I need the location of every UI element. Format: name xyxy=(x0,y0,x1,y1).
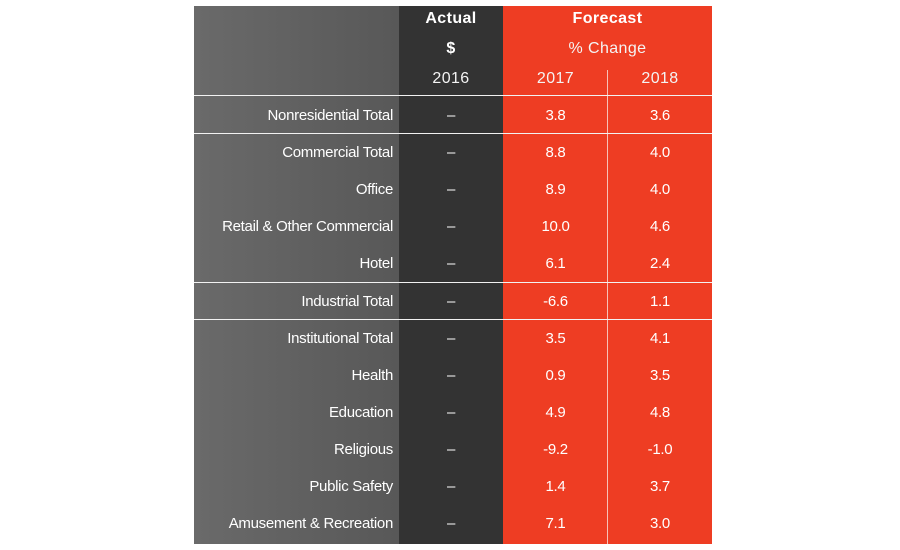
table-row: Office – 8.9 4.0 xyxy=(194,171,712,208)
forecast-2017-value: 10.0 xyxy=(541,218,570,236)
forecast-table: Actual $ 2016 Forecast % Change 2017 201… xyxy=(194,6,712,544)
row-label: Public Safety xyxy=(309,478,393,495)
forecast-2017-value: 3.5 xyxy=(545,329,566,347)
actual-value: – xyxy=(446,255,456,273)
actual-header: Actual xyxy=(425,10,477,27)
table-body: Nonresidential Total – 3.8 3.6 Commercial To… xyxy=(194,6,712,544)
forecast-2017-value: 7.1 xyxy=(545,515,566,533)
row-label: Commercial Total xyxy=(282,144,393,162)
forecast-year-divider xyxy=(607,70,608,544)
forecast-year-2017: 2017 xyxy=(536,70,575,87)
forecast-2018-value: -1.0 xyxy=(647,440,673,458)
table-row: Industrial Total – -6.6 1.1 xyxy=(194,283,712,320)
table-row: Retail & Other Commercial – 10.0 4.6 xyxy=(194,208,712,245)
row-label: Office xyxy=(355,181,393,199)
forecast-2017-value: 8.8 xyxy=(545,144,566,162)
forecast-2018-value: 4.8 xyxy=(650,403,670,421)
forecast-2018-value: 1.1 xyxy=(650,292,670,310)
row-label: Industrial Total xyxy=(301,292,393,310)
row-label: Hotel xyxy=(359,255,393,273)
actual-value: – xyxy=(446,515,456,533)
table-row: Commercial Total – 8.8 4.0 xyxy=(194,134,712,171)
actual-value: – xyxy=(446,218,456,236)
table-row: Public Safety – 1.4 3.7 xyxy=(194,468,712,505)
forecast-2017-value: 8.9 xyxy=(545,181,566,199)
table-row: Institutional Total – 3.5 4.1 xyxy=(194,320,712,357)
forecast-2017-value: 6.1 xyxy=(545,255,566,273)
table-row: Religious – -9.2 -1.0 xyxy=(194,431,712,468)
forecast-2017-value: 1.4 xyxy=(545,478,566,495)
section-divider xyxy=(194,95,712,96)
forecast-2018-value: 3.0 xyxy=(650,515,670,533)
table-row: Health – 0.9 3.5 xyxy=(194,357,712,394)
forecast-2018-value: 4.1 xyxy=(650,329,670,347)
table-row: Hotel – 6.1 2.4 xyxy=(194,245,712,282)
section-divider xyxy=(194,282,712,283)
forecast-2017-value: -9.2 xyxy=(543,440,568,458)
row-label: Nonresidential Total xyxy=(267,107,394,124)
actual-value: – xyxy=(446,107,456,124)
section-divider xyxy=(194,319,712,320)
actual-value: – xyxy=(446,292,456,310)
actual-value: – xyxy=(446,181,456,199)
forecast-2018-value: 4.0 xyxy=(650,181,670,199)
forecast-header: Forecast xyxy=(572,10,643,27)
row-label: Religious xyxy=(334,440,393,458)
actual-value: – xyxy=(446,478,456,495)
forecast-2017-value: 0.9 xyxy=(545,366,566,384)
table-row: Education – 4.9 4.8 xyxy=(194,394,712,431)
forecast-2018-value: 3.5 xyxy=(650,366,670,384)
forecast-2017-value: 3.8 xyxy=(545,107,566,124)
section-divider xyxy=(194,133,712,134)
forecast-2018-value: 4.6 xyxy=(650,218,670,236)
actual-value: – xyxy=(446,440,456,458)
actual-year: 2016 xyxy=(432,70,470,87)
forecast-2018-value: 2.4 xyxy=(650,255,670,273)
forecast-unit: % Change xyxy=(568,40,647,57)
table-row: Nonresidential Total – 3.8 3.6 xyxy=(194,97,712,134)
row-label: Amusement & Recreation xyxy=(228,515,394,533)
row-label: Education xyxy=(328,403,393,421)
forecast-2017-value: 4.9 xyxy=(545,403,566,421)
actual-value: – xyxy=(446,403,456,421)
forecast-2018-value: 3.7 xyxy=(650,478,670,495)
actual-value: – xyxy=(446,366,456,384)
forecast-2018-value: 3.6 xyxy=(650,107,670,124)
row-label: Retail & Other Commercial xyxy=(222,218,393,236)
forecast-year-2018: 2018 xyxy=(641,70,679,87)
table-row: Amusement & Recreation – 7.1 3.0 xyxy=(194,505,712,542)
forecast-2018-value: 4.0 xyxy=(650,144,670,162)
row-label: Institutional Total xyxy=(287,329,393,347)
actual-value: – xyxy=(446,144,456,162)
row-label: Health xyxy=(351,366,393,384)
actual-unit: $ xyxy=(446,40,456,57)
actual-value: – xyxy=(446,329,456,347)
forecast-2017-value: -6.6 xyxy=(543,292,568,310)
